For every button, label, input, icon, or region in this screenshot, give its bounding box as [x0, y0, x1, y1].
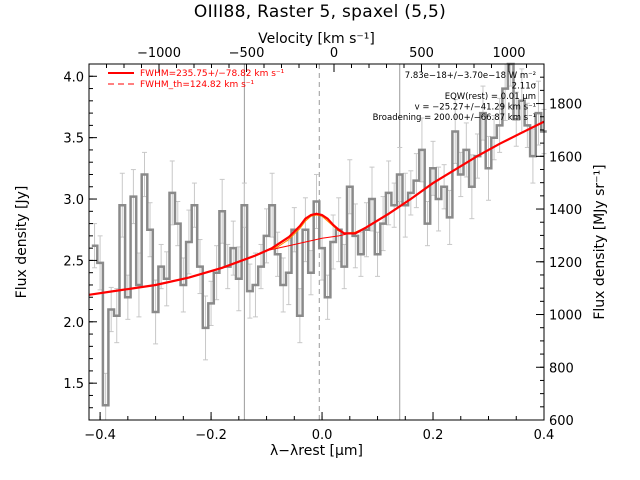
x-tick-label: 0.2 — [423, 428, 444, 443]
x2-tick-label: 500 — [409, 46, 434, 61]
x-axis-label: λ−λrest [μm] — [270, 443, 363, 459]
x2-axis-label: Velocity [km s⁻¹] — [258, 31, 375, 47]
x2-tick-label: 0 — [330, 46, 338, 61]
total-fit-curve — [88, 120, 545, 296]
y2-tick-label: 1400 — [549, 203, 582, 218]
x-tick-label: 0.0 — [312, 428, 333, 443]
y2-tick-label: 1800 — [549, 98, 582, 113]
fit-annotation: Broadening = 200.00+/−66.87 km s⁻¹ — [373, 113, 536, 123]
legend-label: FWHM_th=124.82 km s⁻¹ — [140, 80, 255, 90]
y2-tick-label: 600 — [549, 414, 574, 429]
y-tick-label: 4.0 — [63, 70, 84, 85]
y-tick-label: 3.5 — [63, 132, 84, 147]
legend-label: FWHM=235.75+/−78.82 km s⁻¹ — [140, 69, 285, 79]
fit-annotation: v = −25.27+/−41.29 km s⁻¹ — [415, 103, 536, 113]
fit-annotation: 7.83e−18+/−3.70e−18 W m⁻² — [405, 71, 536, 81]
y-axis-label: Flux density [Jy] — [14, 186, 30, 299]
x2-tick-label: 1000 — [492, 46, 525, 61]
y-tick-label: 3.0 — [63, 193, 84, 208]
chart-title: OIII88, Raster 5, spaxel (5,5) — [193, 2, 447, 22]
x-tick-label: −0.2 — [195, 428, 227, 443]
y2-tick-label: 800 — [549, 361, 574, 376]
x-tick-label: −0.4 — [84, 428, 116, 443]
x2-tick-label: −500 — [229, 46, 265, 61]
y-tick-label: 2.5 — [63, 254, 84, 269]
y2-axis-label: Flux density [MJy sr⁻¹] — [592, 164, 608, 319]
x-tick-label: 0.4 — [534, 428, 555, 443]
y-tick-label: 2.0 — [63, 316, 84, 331]
y2-tick-label: 1000 — [549, 309, 582, 324]
fit-annotation: EQW(rest) = 0.01 μm — [445, 92, 536, 102]
data-histogram — [91, 62, 547, 407]
x2-tick-label: −1000 — [137, 46, 181, 61]
y2-tick-label: 1200 — [549, 256, 582, 271]
y-tick-label: 1.5 — [63, 377, 84, 392]
fit-annotation: 2.11σ — [512, 82, 537, 92]
y2-tick-label: 1600 — [549, 150, 582, 165]
